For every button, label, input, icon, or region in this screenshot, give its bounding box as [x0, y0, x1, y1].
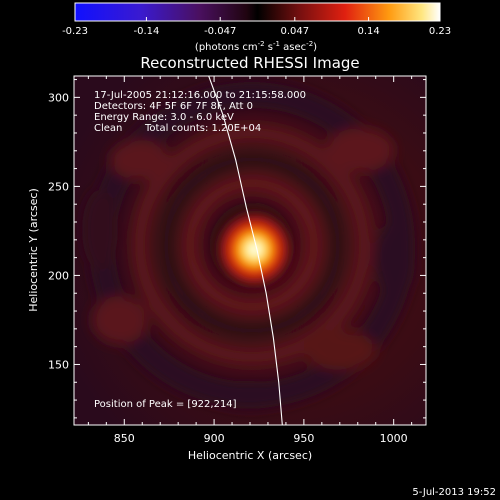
- plot-title: Reconstructed RHESSI Image: [140, 54, 359, 72]
- colorbar: -0.23 -0.14 -0.047 0.047 0.14 0.23 (photons c…: [62, 2, 451, 53]
- solar-limb-line: [208, 76, 283, 425]
- y-axis-label: Heliocentric Y (arcsec): [27, 188, 40, 312]
- y-tick-label: 300: [48, 91, 69, 104]
- x-tick-label: 1000: [380, 432, 408, 445]
- info-clean: Clean: [94, 123, 122, 134]
- colorbar-tick-label: -0.047: [204, 26, 236, 37]
- info-time-range: 17-Jul-2005 21:12:16.000 to 21:15:58.000: [94, 90, 306, 101]
- colorbar-tick-label: -0.14: [133, 26, 159, 37]
- axis-ticks: 850 900 950 1000 150 200 250 300: [48, 76, 426, 445]
- x-tick-label: 900: [204, 432, 225, 445]
- info-total-counts: Total counts: 1.20E+04: [144, 123, 261, 134]
- colorbar-units: (photons cm-2 s-1 asec-2): [195, 40, 317, 53]
- info-peak-position: Position of Peak = [922,214]: [94, 399, 237, 410]
- rhessi-image: [74, 76, 426, 425]
- flare-source: [212, 207, 297, 292]
- info-annotations: 17-Jul-2005 21:12:16.000 to 21:15:58.000…: [94, 90, 306, 410]
- colorbar-tick-label: 0.14: [357, 26, 379, 37]
- x-tick-label: 950: [293, 432, 314, 445]
- y-tick-label: 150: [48, 358, 69, 371]
- colorbar-tick-label: 0.047: [280, 26, 309, 37]
- y-tick-label: 250: [48, 180, 69, 193]
- x-tick-label: 850: [114, 432, 135, 445]
- colorbar-ticks: -0.23 -0.14 -0.047 0.047 0.14 0.23: [62, 17, 451, 37]
- colorbar-tick-label: 0.23: [429, 26, 451, 37]
- colorbar-tick-label: -0.23: [62, 26, 88, 37]
- info-detectors: Detectors: 4F 5F 6F 7F 8F, Att 0: [94, 101, 253, 112]
- y-tick-label: 200: [48, 269, 69, 282]
- timestamp-footer: 5-Jul-2013 19:52: [412, 487, 496, 498]
- x-axis-label: Heliocentric X (arcsec): [188, 449, 312, 462]
- colorbar-gradient: [74, 2, 441, 22]
- info-energy-range: Energy Range: 3.0 - 6.0 keV: [94, 112, 234, 123]
